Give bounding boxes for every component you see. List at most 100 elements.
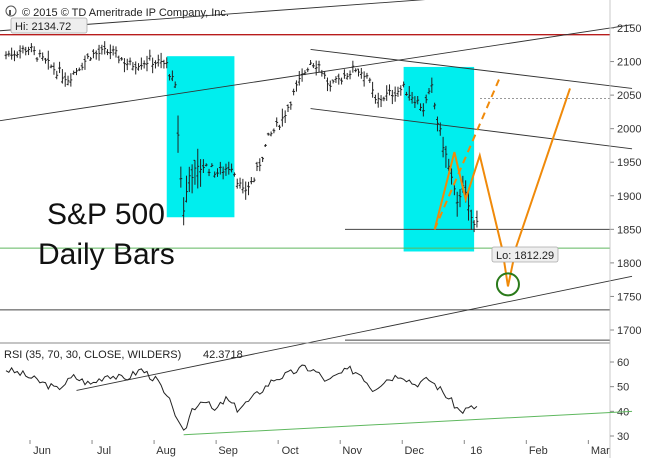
trendline-1 [0,24,633,122]
price-bar [190,164,194,194]
title-line-2: Daily Bars [38,238,175,271]
copyright-text: © 2015 © TD Ameritrade IP Company, Inc. [22,7,229,19]
price-bar [199,159,202,187]
price-bar [159,52,163,69]
info-icon[interactable] [5,5,17,17]
price-bar [436,116,439,132]
price-bar [193,159,197,185]
price-tick-label: 1850 [617,224,641,236]
time-tick-label: Aug [156,445,176,457]
price-bar [66,75,70,86]
price-bar [261,156,265,163]
price-bar [165,57,169,69]
price-tick-label: 1700 [617,325,641,337]
price-tick-label: 2150 [617,23,641,35]
price-bar [362,71,366,87]
price-tick-label: 2050 [617,90,641,102]
price-bar [176,115,180,153]
price-bar [182,197,186,226]
price-bar [410,91,414,104]
hi-label: Hi: 2134.72 [15,21,71,33]
price-bar [331,79,335,84]
price-bar [204,163,208,167]
price-bar [241,178,245,194]
price-bar [320,69,324,77]
price-bar [368,77,372,84]
price-bar [467,190,470,221]
price-bar [18,45,22,59]
price-bar [230,163,233,173]
price-bar [311,63,315,69]
price-bar [142,60,146,69]
price-bar [170,70,174,82]
price-bar [139,57,143,70]
rsi-value: 42.3718 [203,349,243,361]
price-bar [269,131,273,137]
price-bar [374,94,377,104]
price-bar [314,60,318,76]
price-bar [247,181,250,196]
price-bar [351,60,355,73]
price-bar [244,181,248,200]
price-bar [469,209,473,230]
price-bar [100,44,104,55]
price-bar [44,57,47,64]
trendline-5 [310,108,633,150]
rsi-label: RSI (35, 70, 30, CLOSE, WILDERS) [4,349,181,361]
price-bar [334,76,338,83]
trendlines [0,0,633,391]
price-bar [75,68,78,76]
price-bar [117,55,121,64]
price-bar [343,69,346,79]
price-bar [156,54,160,67]
price-bar [83,55,87,70]
price-bar [92,49,95,59]
rsi-tick-label: 50 [617,382,629,394]
price-bar [10,47,14,60]
time-axis: Jun Jul Aug Sep Oct Nov Dec 16 Feb Mar [29,440,610,457]
price-bar [125,58,129,71]
price-bar [402,81,406,88]
price-bar [354,68,358,73]
price-bar [97,44,101,61]
price-bar [13,50,16,62]
price-bar [444,145,448,168]
price-bar [235,178,239,189]
price-bar [221,166,225,180]
price-bar [120,56,124,61]
price-bar [89,56,92,61]
price-bar [154,60,157,69]
price-bar [46,50,50,70]
price-bar [123,58,126,73]
price-bar [29,43,33,53]
price-bar [421,103,425,117]
price-bar [106,49,109,56]
price-bar [396,86,400,97]
price-bar [4,51,8,60]
price-bar [306,67,310,73]
price-bar [407,86,411,101]
price-bar [128,57,132,66]
price-bar [196,148,200,189]
price-bar [264,144,267,147]
price-bar [300,68,304,82]
price-bar [216,168,219,177]
price-bar [151,57,155,74]
price-bar [393,86,397,102]
price-bar [80,62,84,71]
price-bars [4,41,479,233]
price-bar [21,45,25,54]
price-bar [424,94,428,104]
price-bar [455,191,459,217]
price-bar [385,85,389,101]
price-bar [379,95,383,108]
rsi-tick-label: 40 [617,406,629,418]
trendline-3 [76,275,633,391]
price-bar [419,103,422,112]
price-bar [382,96,386,102]
title-line-1: S&P 500 [47,198,165,231]
price-bar [179,166,183,188]
price-bar [58,61,61,74]
price-bar [207,168,211,177]
price-bar [27,46,30,56]
